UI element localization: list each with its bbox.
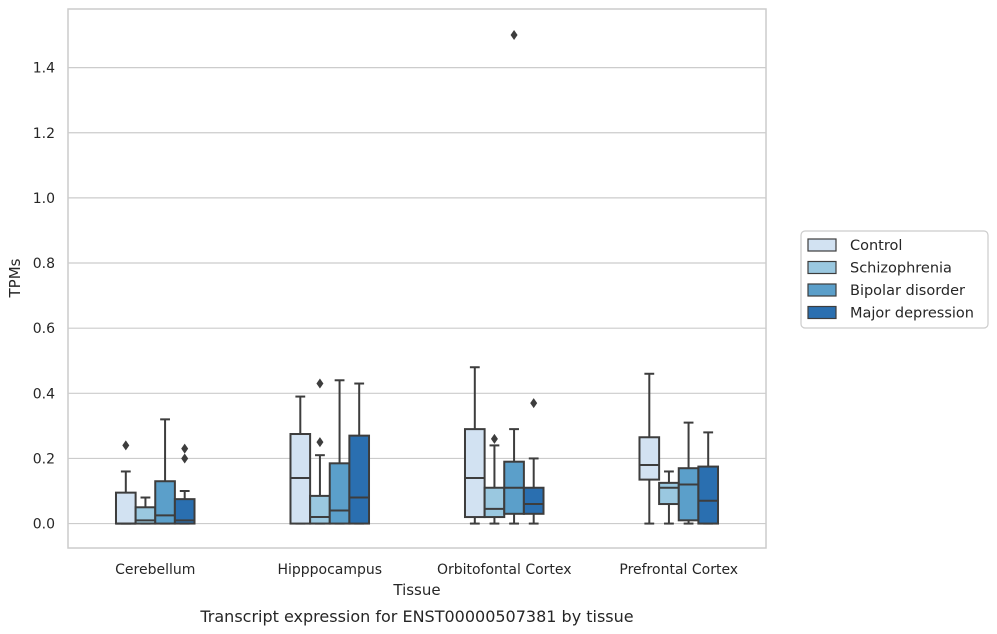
x-axis-title: Tissue (392, 581, 440, 599)
box-control (114, 440, 137, 525)
legend-swatch (807, 305, 837, 320)
box-iqr (114, 491, 137, 525)
legend-label: Bipolar disorder (850, 283, 965, 299)
y-tick-label: 0.0 (33, 517, 55, 533)
legend: Control Schizophrenia Bipolar disorder Majo… (800, 230, 989, 329)
x-tick-label: Orbitofontal Cortex (437, 562, 572, 578)
box-control (638, 372, 661, 525)
figure-caption: Transcript expression for ENST0000050738… (199, 607, 633, 626)
x-tick-label: Cerebellum (115, 562, 195, 578)
box-iqr (677, 467, 700, 522)
box-iqr (154, 480, 176, 525)
box-major-depression (522, 398, 545, 525)
x-tick-label: Hipppocampus (277, 562, 382, 578)
box-major-depression (173, 443, 196, 525)
box-iqr (348, 434, 371, 525)
box-major-depression (348, 382, 371, 525)
outlier-marker (316, 378, 324, 389)
y-tick-label: 0.2 (33, 451, 55, 467)
legend-label: Control (850, 238, 902, 254)
box-major-depression (697, 431, 720, 525)
box-iqr (328, 462, 351, 525)
y-tick-label: 0.8 (33, 256, 55, 272)
outlier-marker (122, 440, 130, 451)
y-tick-label: 1.2 (33, 126, 55, 142)
box-iqr (658, 481, 680, 506)
box-schizophrenia (134, 496, 157, 525)
box-bipolar-disorder (677, 421, 700, 525)
box-control (463, 366, 486, 525)
outlier-marker (316, 437, 324, 448)
box-schizophrenia (483, 433, 506, 525)
box-schizophrenia (309, 378, 331, 525)
box-iqr (463, 428, 486, 519)
y-axis-title: TPMs (6, 258, 24, 298)
box-iqr (483, 486, 506, 519)
outlier-marker (490, 433, 498, 444)
box-iqr (173, 498, 196, 525)
legend-swatch (807, 283, 837, 297)
y-tick-label: 0.6 (33, 321, 55, 337)
y-tick-label: 1.4 (33, 61, 55, 77)
x-tick-label: Prefrontal Cortex (619, 562, 738, 578)
box-iqr (638, 436, 661, 481)
y-tick-label: 1.0 (33, 191, 55, 207)
outlier-marker (181, 443, 189, 454)
box-iqr (522, 486, 545, 515)
box-bipolar-disorder (328, 379, 351, 525)
outlier-marker (510, 30, 518, 41)
y-tick-label: 0.4 (33, 386, 55, 402)
box-iqr (309, 494, 331, 525)
box-control (289, 395, 312, 525)
plot-area: 0.0 0.2 0.4 0.6 0.8 1.0 1.2 1.4 Cerebellum Hipppo… (33, 8, 767, 578)
legend-frame (800, 230, 989, 329)
plot-frame (67, 8, 767, 549)
plot-background (68, 9, 766, 548)
legend-swatch (807, 238, 837, 252)
box-bipolar-disorder (503, 30, 525, 525)
box-iqr (697, 465, 720, 525)
legend-swatch (807, 260, 837, 275)
legend-label: Major depression (850, 306, 974, 322)
legend-label: Schizophrenia (850, 261, 952, 277)
outlier-marker (530, 398, 538, 409)
outlier-marker (181, 453, 189, 464)
